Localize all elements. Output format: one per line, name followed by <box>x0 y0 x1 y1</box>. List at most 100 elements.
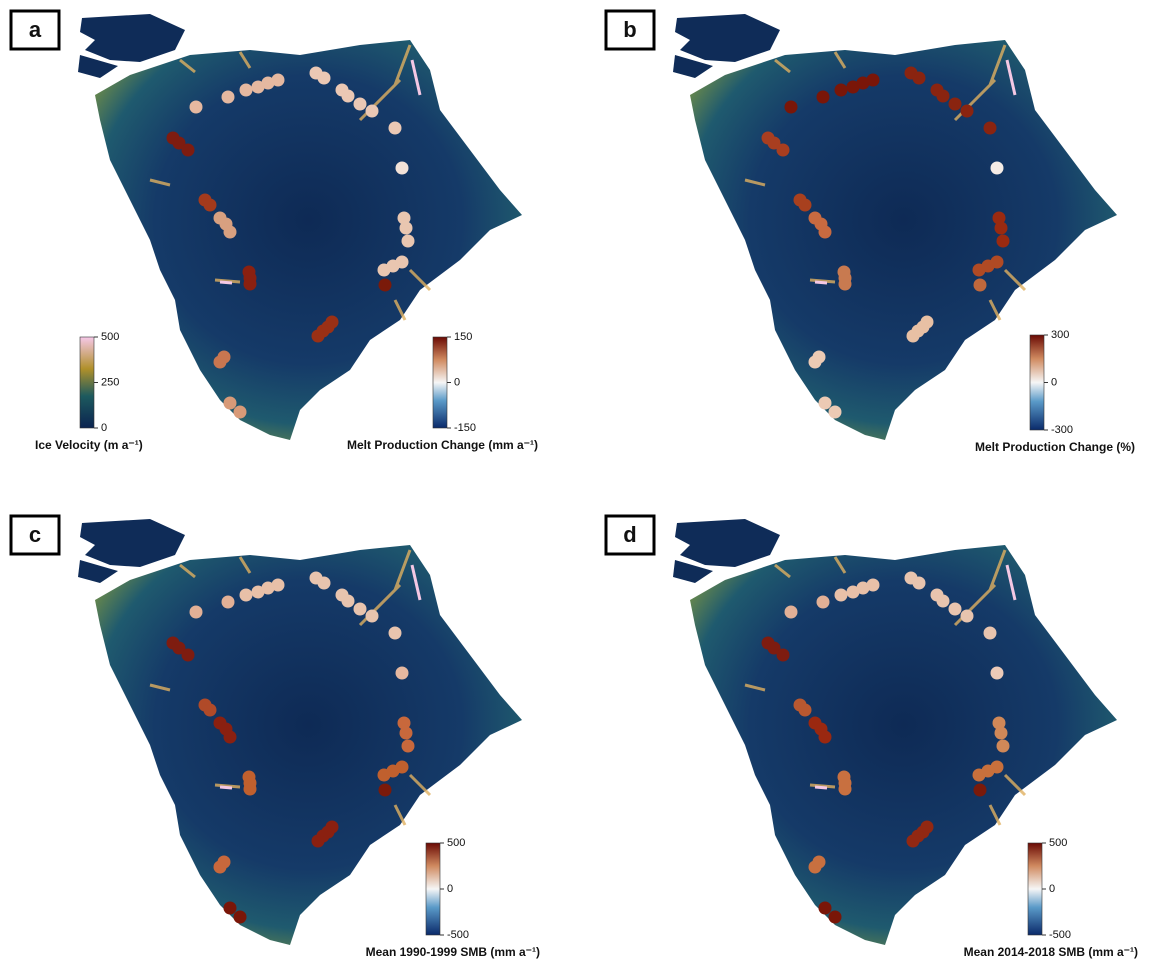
panel: d 500 0 -500 Mean 2014-2018 SMB (mm a⁻¹) <box>606 516 1138 959</box>
site-marker <box>214 861 227 874</box>
site-marker <box>819 902 832 915</box>
site-marker <box>809 861 822 874</box>
site-marker <box>785 606 798 619</box>
colorbar <box>1030 335 1044 430</box>
site-marker <box>326 316 339 329</box>
site-marker <box>214 356 227 369</box>
site-marker <box>974 784 987 797</box>
site-marker <box>389 627 402 640</box>
site-marker <box>819 226 832 239</box>
site-marker <box>224 226 237 239</box>
site-marker <box>222 91 235 104</box>
site-marker <box>937 595 950 608</box>
site-marker <box>949 603 962 616</box>
site-marker <box>190 101 203 114</box>
site-marker <box>974 279 987 292</box>
site-marker <box>777 144 790 157</box>
site-marker <box>396 256 409 269</box>
site-marker <box>240 589 253 602</box>
colorbar <box>1028 843 1042 935</box>
colorbar-tick-label: 0 <box>447 883 453 895</box>
colorbar-title: Ice Velocity (m a⁻¹) <box>35 438 143 452</box>
site-marker <box>839 278 852 291</box>
site-marker <box>913 72 926 85</box>
site-marker <box>379 784 392 797</box>
site-marker <box>991 761 1004 774</box>
site-marker <box>819 397 832 410</box>
site-marker <box>224 397 237 410</box>
colorbar-tick-label: 250 <box>101 376 119 388</box>
site-marker <box>389 122 402 135</box>
site-marker <box>366 105 379 118</box>
site-marker <box>379 279 392 292</box>
panel: b 300 0 -300 Melt Production Change (%) <box>606 11 1135 454</box>
site-marker <box>354 603 367 616</box>
site-marker <box>204 199 217 212</box>
site-marker <box>829 406 842 419</box>
colorbar-tick-label: 0 <box>454 376 460 388</box>
colorbar-tick-label: 500 <box>101 331 119 343</box>
site-marker <box>937 90 950 103</box>
site-marker <box>835 589 848 602</box>
site-marker <box>997 235 1010 248</box>
site-marker <box>817 91 830 104</box>
site-marker <box>997 740 1010 753</box>
colorbar-title: Melt Production Change (%) <box>975 440 1135 454</box>
colorbar-tick-label: -150 <box>454 422 476 434</box>
panel-label: b <box>623 17 636 42</box>
colorbar-title: Mean 2014-2018 SMB (mm a⁻¹) <box>964 945 1138 959</box>
site-marker <box>984 627 997 640</box>
site-marker <box>991 667 1004 680</box>
site-marker <box>224 731 237 744</box>
colorbar-tick-label: 500 <box>1049 837 1067 849</box>
site-marker <box>234 406 247 419</box>
site-marker <box>799 199 812 212</box>
site-marker <box>995 727 1008 740</box>
colorbar-tick-label: 0 <box>1051 376 1057 388</box>
colorbar-tick-label: -300 <box>1051 424 1073 436</box>
site-marker <box>402 235 415 248</box>
site-marker <box>839 783 852 796</box>
site-marker <box>799 704 812 717</box>
site-marker <box>829 911 842 924</box>
site-marker <box>991 162 1004 175</box>
figure: a5002500Ice Velocity (m a⁻¹)1500-150Melt… <box>0 0 1155 962</box>
colorbar-title: Mean 1990-1999 SMB (mm a⁻¹) <box>366 945 540 959</box>
site-marker <box>991 256 1004 269</box>
site-marker <box>244 783 257 796</box>
colorbar-tick-label: 0 <box>1049 883 1055 895</box>
colorbar <box>80 337 94 428</box>
colorbar-title: Melt Production Change (mm a⁻¹) <box>347 438 538 452</box>
site-marker <box>995 222 1008 235</box>
site-marker <box>785 101 798 114</box>
site-marker <box>222 596 235 609</box>
site-marker <box>913 577 926 590</box>
site-marker <box>204 704 217 717</box>
colorbar-tick-label: 300 <box>1051 329 1069 341</box>
panel-label: d <box>623 522 636 547</box>
site-marker <box>272 74 285 87</box>
panel-label: c <box>29 522 41 547</box>
site-marker <box>867 74 880 87</box>
site-marker <box>342 595 355 608</box>
colorbar <box>426 843 440 935</box>
site-marker <box>224 902 237 915</box>
site-marker <box>318 72 331 85</box>
site-marker <box>190 606 203 619</box>
site-marker <box>396 667 409 680</box>
site-marker <box>318 577 331 590</box>
site-marker <box>396 162 409 175</box>
site-marker <box>961 105 974 118</box>
site-marker <box>400 727 413 740</box>
site-marker <box>984 122 997 135</box>
panel-label: a <box>29 17 42 42</box>
site-marker <box>949 98 962 111</box>
site-marker <box>817 596 830 609</box>
site-marker <box>342 90 355 103</box>
site-marker <box>961 610 974 623</box>
site-marker <box>182 649 195 662</box>
colorbar-tick-label: -500 <box>1049 929 1071 941</box>
colorbar-tick-label: 500 <box>447 837 465 849</box>
site-marker <box>921 316 934 329</box>
